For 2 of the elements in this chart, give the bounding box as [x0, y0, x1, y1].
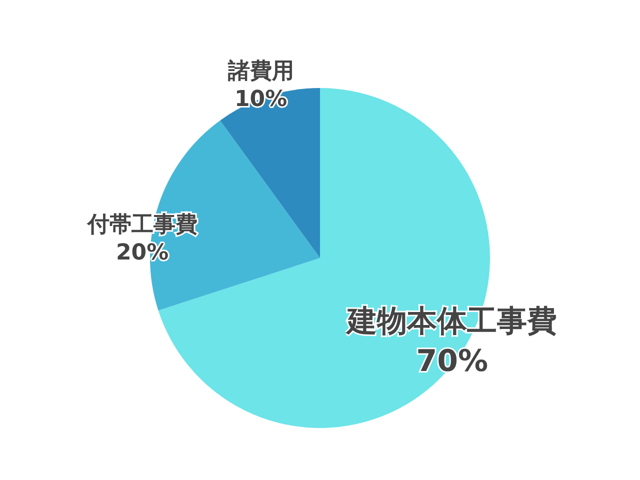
- slice-label: 付帯工事費: [86, 212, 198, 238]
- slice-label: 諸費用: [226, 58, 294, 84]
